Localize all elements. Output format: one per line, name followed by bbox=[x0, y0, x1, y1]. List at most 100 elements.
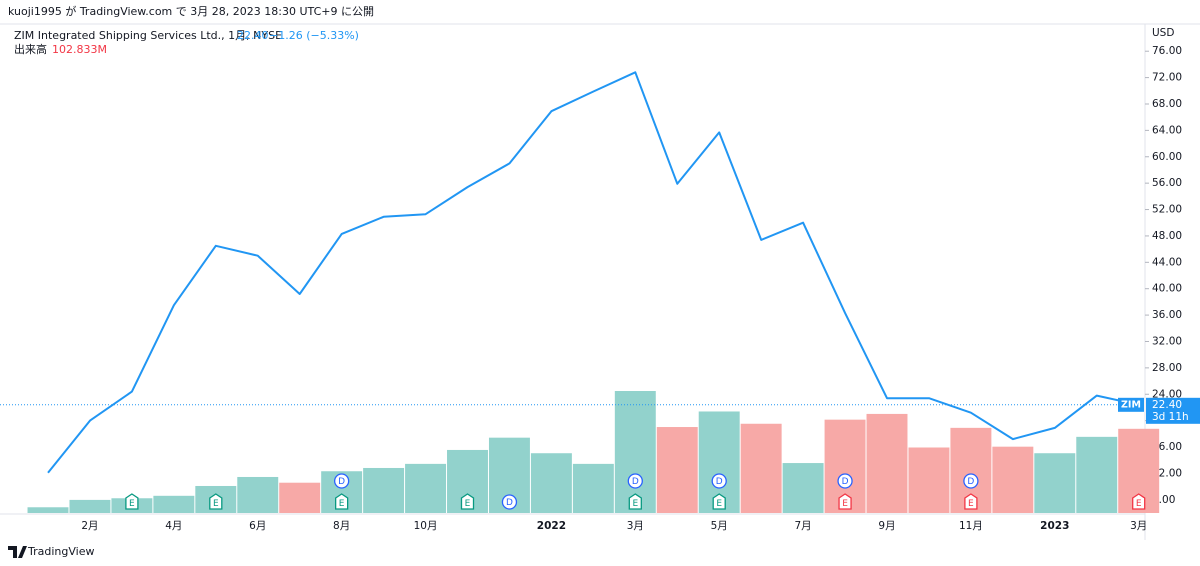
earnings-icon bbox=[209, 493, 223, 510]
legend-change: −1.26 (−5.33%) bbox=[269, 29, 359, 42]
volume-bar bbox=[153, 495, 195, 513]
x-tick-label: 2月 bbox=[81, 520, 98, 532]
legend-volume: 出来高 bbox=[14, 42, 47, 56]
x-tick-label: 4月 bbox=[165, 520, 182, 532]
x-tick-label: 10月 bbox=[414, 520, 438, 532]
legend-last: 22.40 bbox=[237, 29, 269, 42]
event-label: D bbox=[842, 477, 849, 487]
x-tick-label: 2022 bbox=[537, 520, 566, 532]
legend-symbol: ZIM Integrated Shipping Services Ltd., 1… bbox=[14, 29, 282, 42]
x-tick-label: 6月 bbox=[249, 520, 266, 532]
event-label: D bbox=[338, 477, 345, 487]
dividend-icon bbox=[837, 473, 853, 489]
event-marker: E bbox=[335, 493, 349, 510]
event-marker: E bbox=[964, 493, 978, 510]
footer-logo: TradingView bbox=[8, 545, 94, 558]
earnings-icon bbox=[712, 493, 726, 510]
y-tick-label: 28.00 bbox=[1152, 362, 1182, 374]
event-label: D bbox=[632, 477, 639, 487]
y-tick-label: 64.00 bbox=[1152, 124, 1182, 136]
earnings-icon bbox=[1132, 493, 1146, 510]
event-label: E bbox=[129, 499, 135, 509]
published-note: kuoji1995 が TradingView.com で 3月 28, 202… bbox=[8, 4, 374, 18]
y-tick-label: 40.00 bbox=[1152, 283, 1182, 295]
earnings-icon bbox=[460, 493, 475, 510]
event-marker: D bbox=[333, 473, 350, 489]
earnings-icon bbox=[125, 493, 139, 510]
y-tick-label: 24.00 bbox=[1152, 388, 1182, 400]
event-label: E bbox=[1136, 499, 1142, 509]
event-label: E bbox=[632, 499, 638, 509]
event-marker: D bbox=[711, 473, 727, 489]
event-marker: D bbox=[837, 473, 853, 489]
event-label: E bbox=[339, 499, 345, 509]
event-marker: E bbox=[628, 493, 642, 510]
y-tick-label: 12.00 bbox=[1152, 467, 1182, 479]
price-line bbox=[47, 71, 1139, 474]
volume-bar bbox=[69, 499, 111, 513]
event-label: D bbox=[506, 498, 513, 508]
y-tick-label: 68.00 bbox=[1152, 98, 1182, 110]
dividend-icon bbox=[333, 473, 350, 489]
y-tick-label: 52.00 bbox=[1152, 204, 1182, 216]
volume-bar bbox=[992, 446, 1034, 513]
event-label: E bbox=[716, 499, 722, 509]
price-box bbox=[1146, 397, 1200, 424]
event-label: E bbox=[842, 499, 848, 509]
event-marker: D bbox=[501, 494, 518, 510]
countdown-label: 3d 11h bbox=[1152, 411, 1189, 423]
event-marker: E bbox=[460, 493, 475, 510]
event-marker: E bbox=[838, 493, 852, 510]
volume-bar bbox=[1076, 436, 1118, 513]
volume-bar bbox=[614, 391, 656, 513]
volume-bar bbox=[740, 423, 782, 513]
x-tick-label: 9月 bbox=[878, 520, 895, 532]
earnings-icon bbox=[628, 493, 642, 510]
y-tick-label: 60.00 bbox=[1152, 151, 1182, 163]
y-tick-label: 56.00 bbox=[1152, 177, 1182, 189]
earnings-icon bbox=[838, 493, 852, 510]
volume-bar bbox=[782, 463, 824, 513]
dividend-icon bbox=[627, 473, 643, 489]
currency: USD bbox=[1152, 27, 1174, 39]
x-tick-label: 11月 bbox=[959, 520, 983, 532]
volume-bar bbox=[530, 453, 572, 513]
event-marker: D bbox=[627, 473, 643, 489]
footer-brand: TradingView bbox=[27, 545, 94, 558]
event-marker: D bbox=[963, 473, 979, 489]
legend-volume-value: 102.833M bbox=[52, 43, 107, 56]
price-label: 22.40 bbox=[1152, 399, 1182, 411]
y-tick-label: 72.00 bbox=[1152, 72, 1182, 84]
volume-bar bbox=[656, 427, 698, 513]
symbol-box bbox=[1118, 397, 1144, 412]
dividend-icon bbox=[501, 494, 518, 510]
volume-bar bbox=[237, 476, 279, 513]
dividend-icon bbox=[711, 473, 727, 489]
volume-bar bbox=[363, 467, 405, 513]
dividend-icon bbox=[963, 473, 979, 489]
x-tick-label: 7月 bbox=[795, 520, 812, 532]
event-label: D bbox=[967, 477, 974, 487]
volume-bar bbox=[572, 463, 614, 513]
volume-bar bbox=[908, 447, 950, 513]
y-tick-label: 76.00 bbox=[1152, 45, 1182, 57]
earnings-icon bbox=[964, 493, 978, 510]
x-tick-label: 2023 bbox=[1040, 520, 1069, 532]
symbol-label: ZIM bbox=[1121, 399, 1141, 410]
earnings-icon bbox=[335, 493, 349, 510]
x-tick-label: 8月 bbox=[333, 520, 350, 532]
event-label: E bbox=[968, 499, 974, 509]
y-tick-label: 44.00 bbox=[1152, 256, 1182, 268]
x-tick-label: 5月 bbox=[711, 520, 728, 532]
volume-bar bbox=[866, 413, 908, 513]
event-marker: E bbox=[209, 493, 223, 510]
volume-bar bbox=[279, 482, 321, 513]
volume-bar bbox=[405, 463, 447, 513]
event-marker: E bbox=[712, 493, 726, 510]
y-tick-label: 32.00 bbox=[1152, 335, 1182, 347]
event-marker: E bbox=[125, 493, 139, 510]
volume-bar bbox=[27, 507, 69, 513]
event-label: E bbox=[213, 499, 219, 509]
volume-bar bbox=[1034, 453, 1076, 513]
